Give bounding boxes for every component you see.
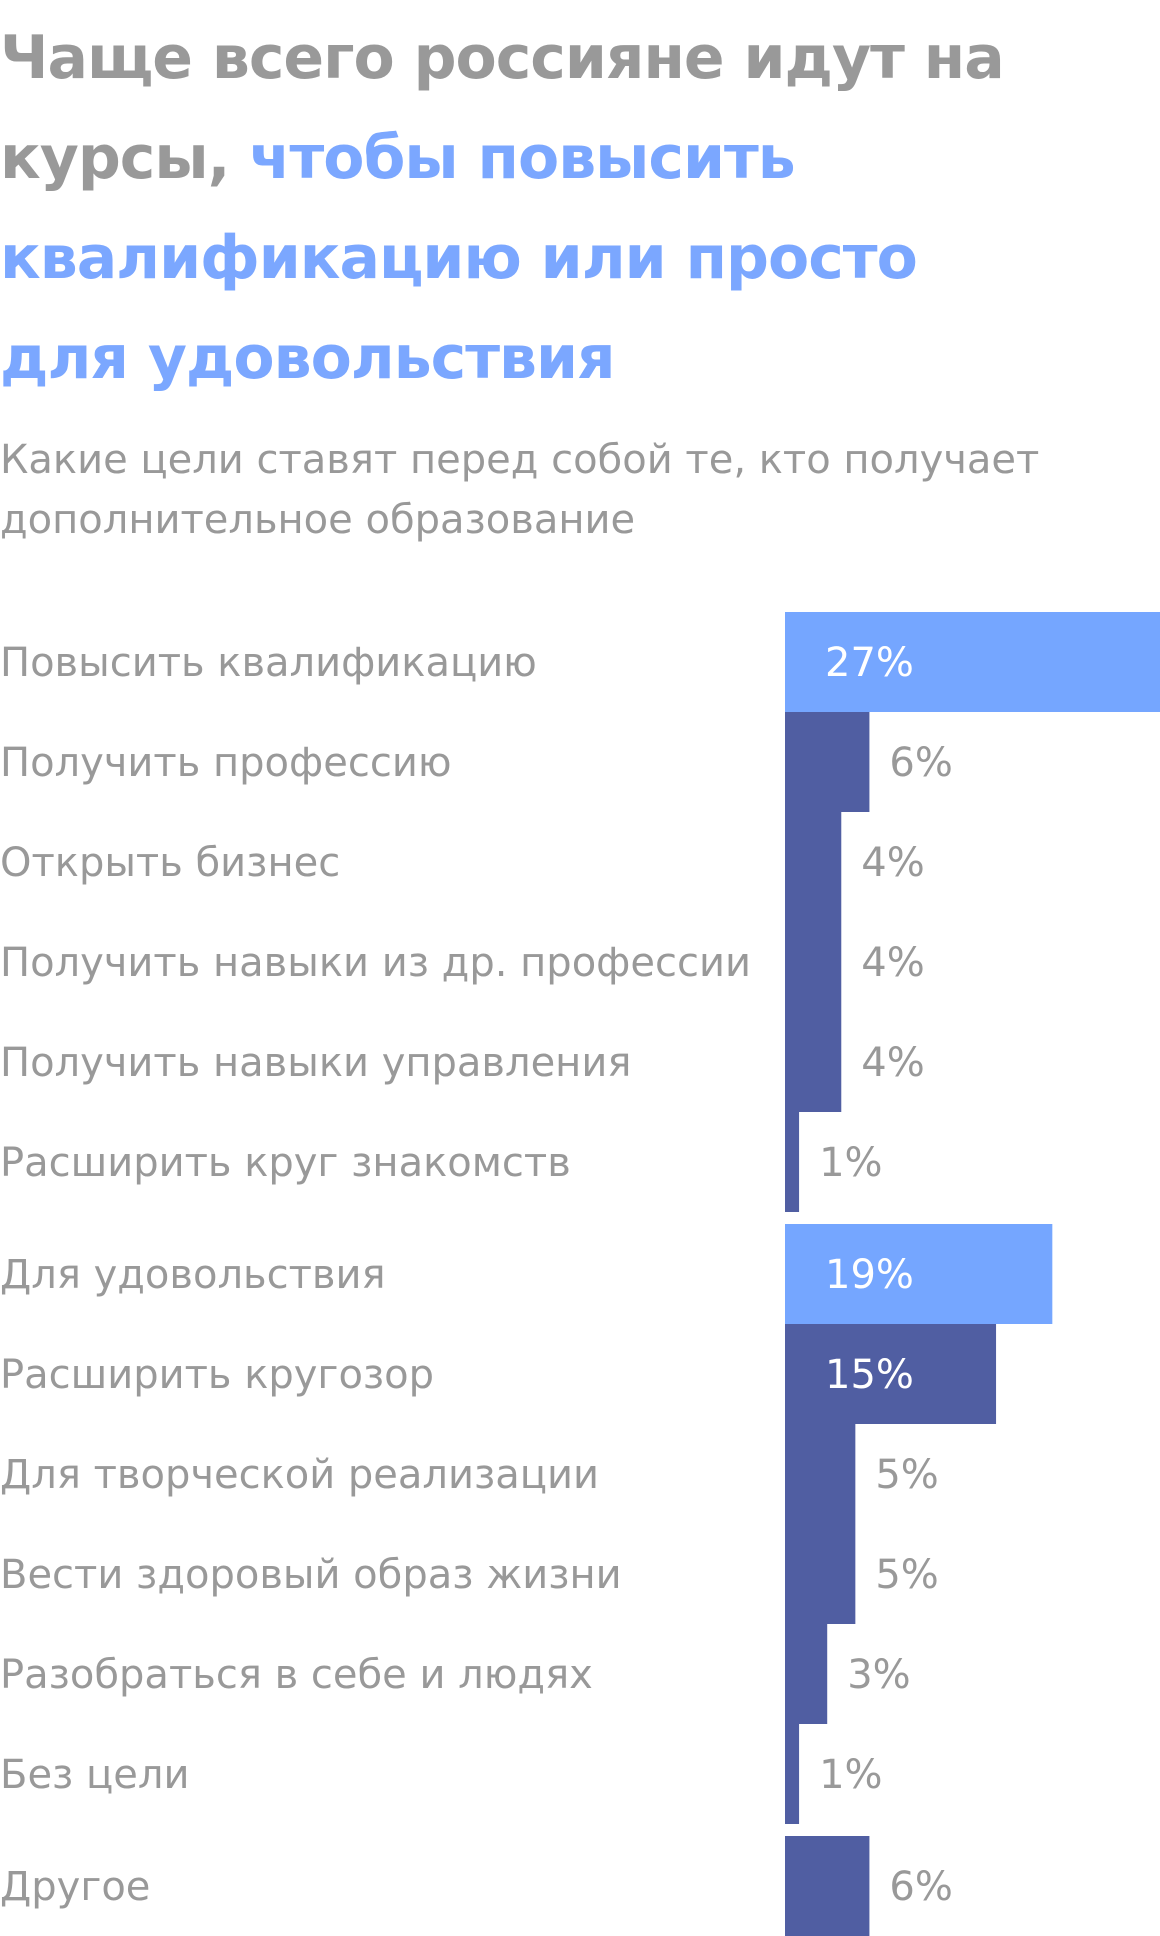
value-label: 27% xyxy=(825,640,914,686)
bar xyxy=(785,712,870,812)
bar xyxy=(785,1424,856,1524)
category-label: Расширить круг знакомств xyxy=(0,1140,571,1186)
value-label: 5% xyxy=(875,1552,938,1598)
bar xyxy=(785,1324,997,1424)
value-label: 1% xyxy=(819,1140,882,1186)
bar xyxy=(785,1836,870,1936)
value-label: 3% xyxy=(847,1652,910,1698)
bar xyxy=(785,1724,800,1824)
category-label: Другое xyxy=(0,1864,150,1910)
bar xyxy=(785,1012,842,1112)
bar xyxy=(785,1112,800,1212)
bar xyxy=(785,912,842,1012)
chart-subtitle: Какие цели ставят перед собой те, кто по… xyxy=(0,437,1040,543)
category-label: Вести здоровый образ жизни xyxy=(0,1552,622,1598)
category-label: Получить профессию xyxy=(0,740,451,786)
bar xyxy=(785,612,1160,712)
bar xyxy=(785,1624,828,1724)
category-label: Получить навыки из др. профессии xyxy=(0,940,751,986)
chart-title: Чаще всего россияне идут на курсы, чтобы… xyxy=(0,8,1060,408)
bar xyxy=(785,1524,856,1624)
value-label: 5% xyxy=(875,1452,938,1498)
chart-title-highlight: чтобы повысить квалификацию или просто д… xyxy=(0,123,918,393)
value-label: 4% xyxy=(861,840,924,886)
category-label: Разобраться в себе и людях xyxy=(0,1652,593,1698)
category-label: Без цели xyxy=(0,1752,189,1798)
chart-title-lead: Чаще всего россияне идут на курсы, xyxy=(0,23,1005,193)
category-label: Для удовольствия xyxy=(0,1252,386,1298)
bar xyxy=(785,812,842,912)
value-label: 6% xyxy=(889,1864,952,1910)
value-label: 19% xyxy=(825,1252,914,1298)
value-label: 1% xyxy=(819,1752,882,1798)
category-label: Для творческой реализации xyxy=(0,1452,599,1498)
value-label: 4% xyxy=(861,940,924,986)
bar xyxy=(785,1224,1053,1324)
category-label: Повысить квалификацию xyxy=(0,640,537,686)
value-label: 15% xyxy=(825,1352,914,1398)
value-label: 4% xyxy=(861,1040,924,1086)
value-label: 6% xyxy=(889,740,952,786)
category-label: Расширить кругозор xyxy=(0,1352,434,1398)
category-label: Получить навыки управления xyxy=(0,1040,631,1086)
category-label: Открыть бизнес xyxy=(0,840,340,886)
